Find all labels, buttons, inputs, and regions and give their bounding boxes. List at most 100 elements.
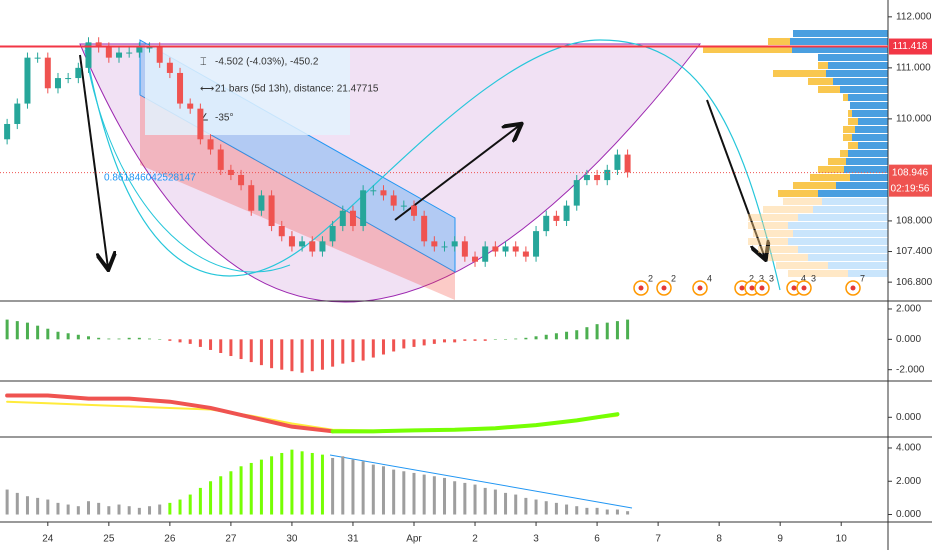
histogram-bar [15,492,19,515]
candle-body [390,195,397,206]
histogram-bar [290,339,294,372]
candle-body [85,42,92,68]
histogram-bar [361,339,365,361]
y-tick-label: 4.000 [896,443,921,454]
histogram-bar [575,506,579,515]
profile-bar [768,38,790,45]
histogram-bar [137,507,141,515]
x-tick-label: 3 [533,534,539,545]
histogram-bar [127,337,131,340]
histogram-bar [412,472,416,515]
candle-body [268,195,275,227]
candle-body [482,246,489,262]
histogram-bar [402,471,406,515]
histogram-bar [585,327,589,340]
event-dot [850,285,856,291]
candle-body [278,226,285,237]
candle-body [594,175,601,181]
candle-body [227,169,234,175]
histogram-bar [483,487,487,515]
candle-body [146,47,153,49]
y-tick-label: 0.000 [896,334,921,345]
histogram-bar [554,333,558,340]
candle-body [349,210,356,227]
candle-body [54,78,61,89]
icon: ⌶ [200,56,207,68]
histogram-bar [605,322,609,340]
profile-bar [788,222,888,229]
event-count: 4 [707,273,712,283]
profile-bar [818,54,888,61]
candle-body [95,42,102,48]
histogram-bar [514,338,518,340]
y-tick-label: 111.000 [896,62,931,73]
histogram-bar [229,471,233,515]
profile-bar [792,46,888,53]
profile-bar [783,198,822,205]
profile-bar [855,126,888,133]
histogram-bar [595,324,599,340]
histogram-bar [310,339,314,372]
x-tick-label: 7 [655,534,661,545]
histogram-bar [432,339,436,344]
profile-bar [810,174,850,181]
profile-bar [778,190,818,197]
profile-bar [848,110,852,117]
profile-bar [793,30,888,37]
profile-bar [848,94,888,101]
histogram-bar [371,339,375,358]
candle-body [583,175,590,181]
candle-body [116,52,123,58]
histogram-bar [422,339,426,346]
profile-bar [776,262,828,269]
histogram-bar [36,325,40,340]
y-tick-label: 0.000 [896,509,921,520]
candle-body [614,154,621,170]
volume-profile [703,30,888,277]
histogram-bar [209,339,213,350]
candle-body [512,246,519,252]
profile-bar [852,134,888,141]
fib-label: 0.861846042528147 [104,173,196,184]
histogram-bar [626,319,630,340]
histogram-bar [575,330,579,340]
x-tick-label: 9 [777,534,783,545]
candle-body [431,241,438,247]
profile-bar [798,214,888,221]
y-tick-label: -2.000 [896,364,925,375]
x-tick-label: 25 [103,534,115,545]
histogram-bar [371,464,375,515]
histogram-bar [615,321,619,340]
y-tick-label: 106.800 [896,277,932,288]
histogram-bar [259,339,263,366]
histogram-bar [148,506,152,515]
profile-bar [848,142,858,149]
profile-bar [793,182,836,189]
histogram-bar [46,328,50,340]
histogram-bar [331,339,335,367]
histogram-bar [443,339,447,343]
histogram-bar [46,499,50,515]
candle-body [329,226,336,242]
histogram-bar [270,456,274,515]
candle-body [258,195,265,211]
candle-body [187,103,194,109]
histogram-bar [158,339,162,340]
x-tick-label: 30 [286,534,298,545]
histogram-bar [249,462,253,515]
profile-bar [836,182,888,189]
profile-bar [748,238,788,245]
histogram-bar [239,339,243,360]
candle-body [44,57,51,89]
candle-body [451,241,458,247]
histogram-bar [483,339,487,341]
histogram-bar [66,333,70,340]
histogram-bar [585,507,589,515]
candle-body [105,47,112,58]
histogram-bar [239,466,243,515]
profile-bar [844,166,888,173]
histogram-bar [25,496,29,515]
histogram-bar [219,476,223,515]
histogram-bar [412,339,416,347]
